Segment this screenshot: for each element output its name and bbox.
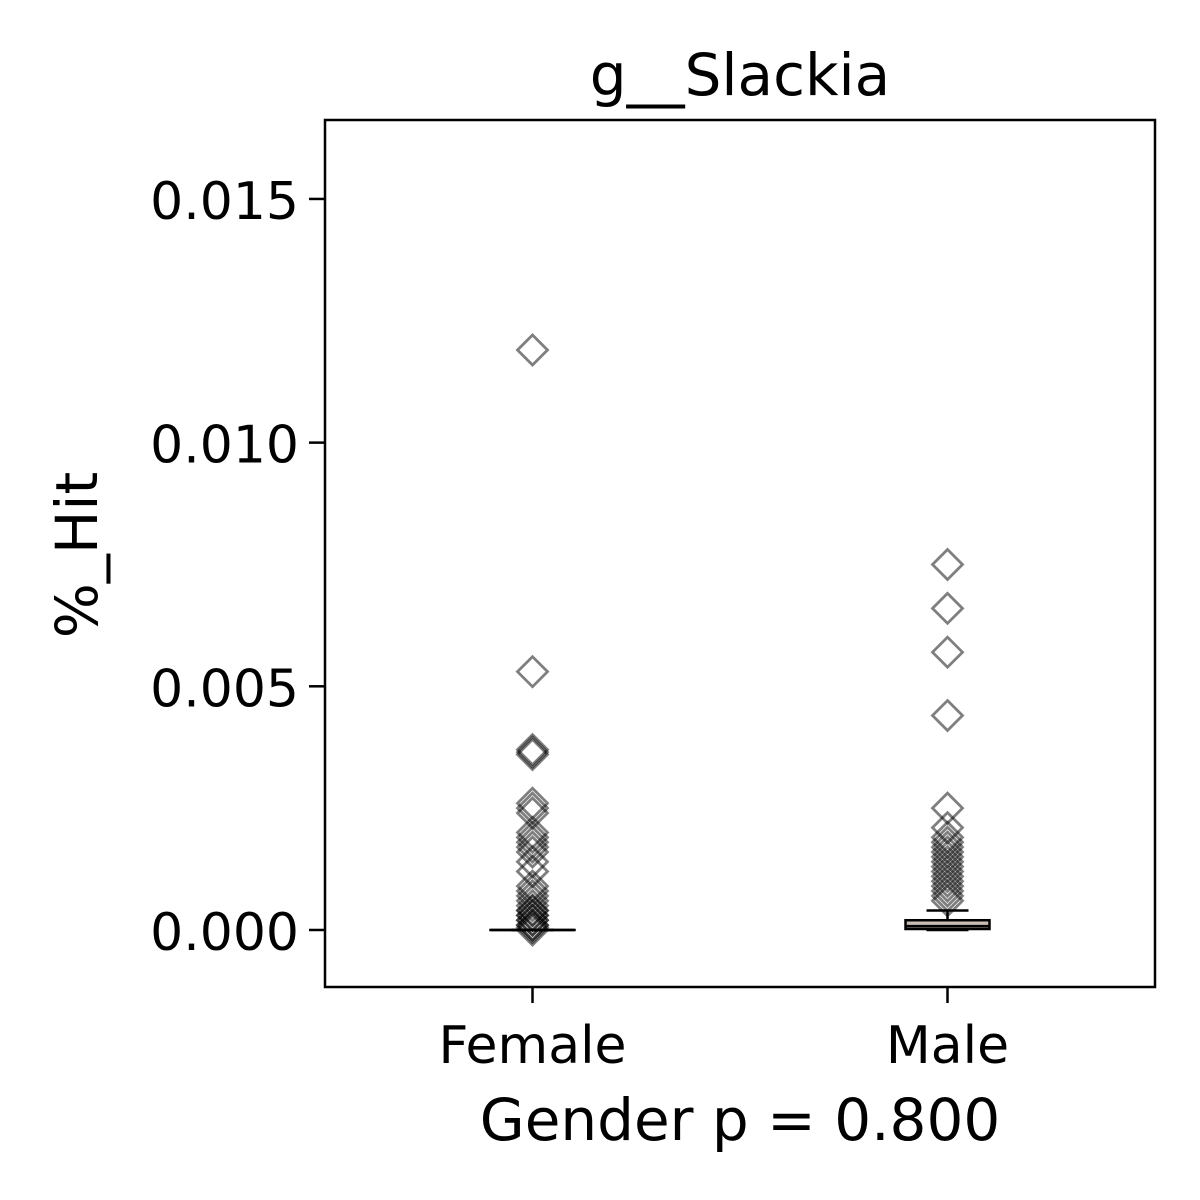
box-iqr <box>904 918 991 931</box>
flier-point <box>930 859 965 894</box>
flier-point <box>930 791 965 826</box>
flier-point <box>930 869 965 904</box>
flier-point <box>515 830 550 865</box>
flier-point <box>930 874 965 908</box>
plot-area <box>489 333 991 947</box>
box-group-male <box>904 547 991 932</box>
flier-point <box>515 913 550 947</box>
box-group-female <box>489 333 576 947</box>
flier-point <box>515 903 550 938</box>
flier-point <box>930 591 965 626</box>
flier-point <box>515 908 550 943</box>
flier-point <box>515 835 550 869</box>
y-axis: 0.000 0.005 0.010 0.015 <box>150 172 325 963</box>
flier-point <box>930 635 965 670</box>
flier-point <box>930 698 965 733</box>
y-axis-label: %_Hit <box>43 472 111 639</box>
flier-point <box>930 547 965 582</box>
flier-point <box>515 888 550 923</box>
flier-point <box>515 735 550 770</box>
x-axis-label: Gender p = 0.800 <box>480 1086 1001 1154</box>
flier-point <box>515 654 550 689</box>
chart-title: g__Slackia <box>590 41 890 109</box>
y-tick-label: 0.005 <box>150 659 299 719</box>
flier-point <box>515 820 550 855</box>
flier-point <box>515 893 550 928</box>
plot-frame <box>323 118 1157 989</box>
y-tick-label: 0.010 <box>150 416 299 476</box>
flier-point <box>515 333 550 368</box>
flier-point <box>930 864 965 899</box>
flier-point <box>515 910 550 945</box>
y-tick-label: 0.015 <box>150 172 299 232</box>
flier-point <box>515 732 550 767</box>
y-tick-label: 0.000 <box>150 903 299 963</box>
x-tick-label: Female <box>438 1016 626 1076</box>
x-axis: Female Male <box>438 987 1009 1076</box>
flier-point <box>515 737 550 772</box>
x-tick-label: Male <box>886 1016 1009 1076</box>
